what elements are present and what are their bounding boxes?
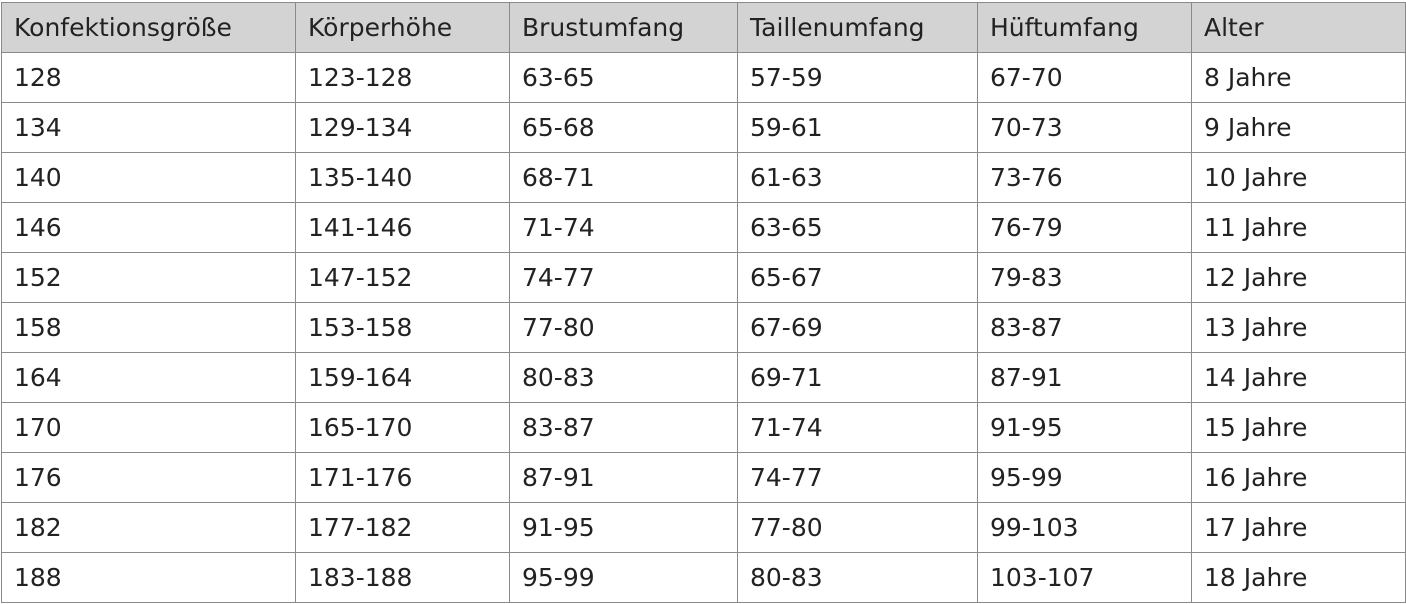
table-cell: 11 Jahre	[1191, 202, 1406, 253]
table-cell: 176	[1, 452, 296, 503]
table-cell: 59-61	[737, 102, 978, 153]
table-row: 140 135-140 68-71 61-63 73-76 10 Jahre	[1, 152, 1406, 203]
table-cell: 141-146	[295, 202, 510, 253]
table-cell: 158	[1, 302, 296, 353]
table-cell: 71-74	[509, 202, 738, 253]
table-header: Konfektionsgröße Körperhöhe Brustumfang Tai…	[1, 2, 1406, 53]
table-cell: 67-70	[977, 52, 1192, 103]
table-cell: 164	[1, 352, 296, 403]
table-cell: 159-164	[295, 352, 510, 403]
table-cell: 87-91	[977, 352, 1192, 403]
column-header: Konfektionsgröße	[1, 2, 296, 53]
table-cell: 65-67	[737, 252, 978, 303]
table-cell: 135-140	[295, 152, 510, 203]
table-cell: 61-63	[737, 152, 978, 203]
table-cell: 9 Jahre	[1191, 102, 1406, 153]
table-cell: 152	[1, 252, 296, 303]
table-cell: 65-68	[509, 102, 738, 153]
table-cell: 57-59	[737, 52, 978, 103]
table-cell: 70-73	[977, 102, 1192, 153]
table-cell: 95-99	[509, 552, 738, 603]
table-cell: 129-134	[295, 102, 510, 153]
table-cell: 147-152	[295, 252, 510, 303]
table-cell: 18 Jahre	[1191, 552, 1406, 603]
table-row: 182 177-182 91-95 77-80 99-103 17 Jahre	[1, 502, 1406, 553]
table-cell: 79-83	[977, 252, 1192, 303]
table-cell: 80-83	[737, 552, 978, 603]
table-cell: 68-71	[509, 152, 738, 203]
table-cell: 91-95	[509, 502, 738, 553]
table-cell: 140	[1, 152, 296, 203]
table-cell: 182	[1, 502, 296, 553]
header-row: Konfektionsgröße Körperhöhe Brustumfang Tai…	[1, 2, 1406, 53]
table-cell: 77-80	[737, 502, 978, 553]
table-cell: 171-176	[295, 452, 510, 503]
column-header: Hüftumfang	[977, 2, 1192, 53]
table-cell: 10 Jahre	[1191, 152, 1406, 203]
table-cell: 183-188	[295, 552, 510, 603]
table-cell: 80-83	[509, 352, 738, 403]
table-cell: 146	[1, 202, 296, 253]
table-row: 176 171-176 87-91 74-77 95-99 16 Jahre	[1, 452, 1406, 503]
table-cell: 87-91	[509, 452, 738, 503]
table-cell: 71-74	[737, 402, 978, 453]
table-cell: 165-170	[295, 402, 510, 453]
table-row: 134 129-134 65-68 59-61 70-73 9 Jahre	[1, 102, 1406, 153]
table-cell: 14 Jahre	[1191, 352, 1406, 403]
table-cell: 153-158	[295, 302, 510, 353]
table-cell: 103-107	[977, 552, 1192, 603]
table-cell: 188	[1, 552, 296, 603]
table-cell: 73-76	[977, 152, 1192, 203]
table-cell: 99-103	[977, 502, 1192, 553]
table-row: 152 147-152 74-77 65-67 79-83 12 Jahre	[1, 252, 1406, 303]
table-row: 146 141-146 71-74 63-65 76-79 11 Jahre	[1, 202, 1406, 253]
column-header: Brustumfang	[509, 2, 738, 53]
table-cell: 83-87	[509, 402, 738, 453]
table-body: 128 123-128 63-65 57-59 67-70 8 Jahre 134 129-1…	[1, 52, 1406, 603]
table-cell: 17 Jahre	[1191, 502, 1406, 553]
table-cell: 83-87	[977, 302, 1192, 353]
table-row: 170 165-170 83-87 71-74 91-95 15 Jahre	[1, 402, 1406, 453]
table-row: 164 159-164 80-83 69-71 87-91 14 Jahre	[1, 352, 1406, 403]
table-cell: 123-128	[295, 52, 510, 103]
table-cell: 69-71	[737, 352, 978, 403]
column-header: Alter	[1191, 2, 1406, 53]
table-cell: 95-99	[977, 452, 1192, 503]
table-cell: 128	[1, 52, 296, 103]
table-row: 158 153-158 77-80 67-69 83-87 13 Jahre	[1, 302, 1406, 353]
table-cell: 67-69	[737, 302, 978, 353]
table-cell: 74-77	[509, 252, 738, 303]
table-cell: 12 Jahre	[1191, 252, 1406, 303]
table-cell: 74-77	[737, 452, 978, 503]
column-header: Körperhöhe	[295, 2, 510, 53]
table-cell: 16 Jahre	[1191, 452, 1406, 503]
table-cell: 76-79	[977, 202, 1192, 253]
table-cell: 63-65	[737, 202, 978, 253]
table-cell: 170	[1, 402, 296, 453]
table-cell: 177-182	[295, 502, 510, 553]
table-cell: 13 Jahre	[1191, 302, 1406, 353]
table-cell: 8 Jahre	[1191, 52, 1406, 103]
table-cell: 15 Jahre	[1191, 402, 1406, 453]
table-row: 188 183-188 95-99 80-83 103-107 18 Jahre	[1, 552, 1406, 603]
table-cell: 63-65	[509, 52, 738, 103]
column-header: Taillenumfang	[737, 2, 978, 53]
table-cell: 134	[1, 102, 296, 153]
table-row: 128 123-128 63-65 57-59 67-70 8 Jahre	[1, 52, 1406, 103]
table-cell: 91-95	[977, 402, 1192, 453]
table-cell: 77-80	[509, 302, 738, 353]
